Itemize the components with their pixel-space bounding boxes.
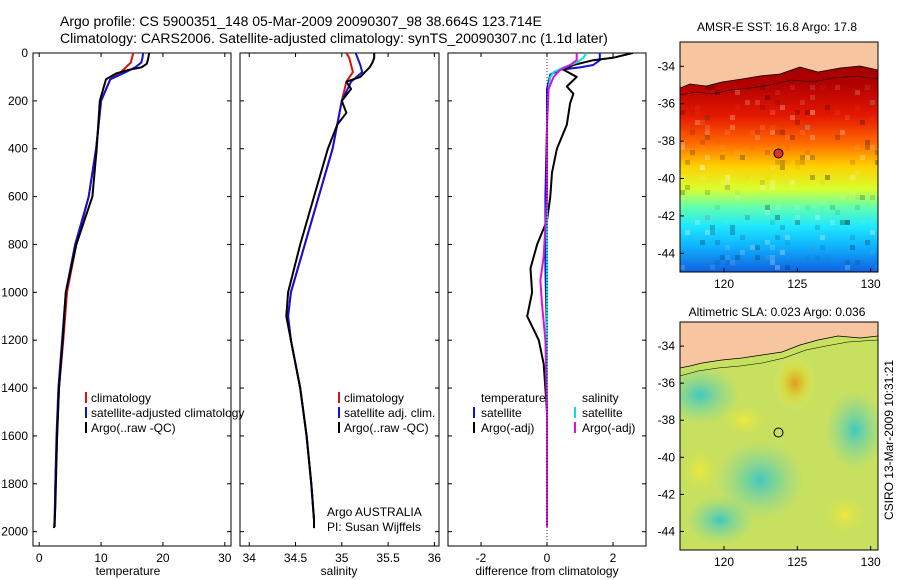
salinity-legend: climatology satellite adj. clim. Argo(..… [327,391,435,534]
map-y-tick-label: -34 [658,339,676,353]
x-tick-label: 10 [94,551,108,565]
x-tick-label: 30 [218,551,232,565]
depth-tick-label: 1600 [1,429,28,443]
series-line-temperature-argo-adj- [526,53,634,527]
difference-legend: temperature satellite Argo(-adj) salinit… [473,391,635,435]
depth-tick-label: 800 [8,237,28,251]
legend-label-sal-satellite: satellite [582,406,623,420]
legend-label-climatology: climatology [91,391,151,405]
depth-tick-label: 1800 [1,477,28,491]
sst-map-ticks: 120 125 130 -34 -36 -38 -40 -42 -44 [658,59,881,291]
map-y-tick-label: -36 [658,97,676,111]
coastline [680,335,878,369]
panel-series-group [285,53,376,529]
depth-tick-label: 2000 [1,525,28,539]
sla-map-title: Altimetric SLA: 0.023 Argo: 0.036 [689,305,866,319]
salinity-axes [239,52,440,547]
sla-map: Altimetric SLA: 0.023 Argo: 0.036 120 125… [658,305,896,569]
depth-tick-label: 200 [8,94,28,108]
sla-map-frame [679,321,879,551]
depth-tick-label: 1400 [1,381,28,395]
argo-float-marker [773,427,784,438]
legend-label-argo: Argo(..raw -QC) [91,421,176,435]
argo-float-marker [773,148,784,159]
map-x-tick-label: 130 [861,277,881,291]
series-line-salinity-argo-adj- [539,53,578,527]
map-x-tick-label: 120 [714,555,734,569]
map-x-tick-label: 120 [714,277,734,291]
temperature-xlabel: temperature [96,564,161,578]
temperature-legend: climatology satellite-adjusted climatolo… [85,391,244,435]
depth-tick-label: 600 [8,190,28,204]
map-y-tick-label: -44 [658,246,676,260]
x-tick-label: 0 [36,551,43,565]
legend-label-satellite: satellite-adjusted climatology [91,406,244,420]
salinity-xlabel: salinity [321,564,358,578]
sst-map-frame [679,41,879,273]
x-tick-label: 35 [335,551,349,565]
sst-map-title: AMSR-E SST: 16.8 Argo: 17.8 [697,20,857,34]
annotation-pi-name: PI: Susan Wijffels [327,520,421,534]
figure-title-line-1: Argo profile: CS 5900351_148 05-Mar-2009… [60,13,542,29]
bathymetry-contour [680,75,878,96]
depth-tick-label: 400 [8,142,28,156]
sst-map: AMSR-E SST: 16.8 Argo: 17.8 120 125 130 -34… [658,20,881,291]
map-y-tick-label: -40 [658,450,676,464]
x-tick-label: 36 [428,551,442,565]
map-x-tick-label: 125 [787,555,807,569]
annotation-argo-australia: Argo AUSTRALIA [327,505,422,519]
series-line-argo-raw-qc- [285,53,376,529]
profile-series [53,53,634,529]
legend-header-temperature: temperature [481,391,546,405]
panel-series-group [526,53,634,527]
map-y-tick-label: -44 [658,524,676,538]
difference-xlabel: difference from climatology [475,564,618,578]
x-tick-label: 34.5 [284,551,308,565]
panel-series-group [53,53,151,529]
map-x-tick-label: 125 [787,277,807,291]
legend-label-temp-argo: Argo(-adj) [481,421,534,435]
legend-label-climatology: climatology [344,391,404,405]
x-tick-label: 2 [610,551,617,565]
map-y-tick-label: -38 [658,134,676,148]
x-tick-label: 35.5 [376,551,400,565]
x-tick-label: 20 [156,551,170,565]
x-tick-label: 34 [243,551,257,565]
map-y-tick-label: -40 [658,172,676,186]
legend-label-argo: Argo(..raw -QC) [344,421,429,435]
csiro-timestamp: CSIRO 13-Mar-2009 10:31:21 [882,360,896,520]
map-y-tick-label: -38 [658,413,676,427]
depth-tick-label: 0 [21,46,28,60]
map-y-tick-label: -42 [658,487,676,501]
temperature-axes [32,52,232,547]
map-y-tick-label: -34 [658,59,676,73]
x-tick-label: -2 [476,551,487,565]
map-y-tick-label: -36 [658,376,676,390]
sla-map-ticks: 120 125 130 -34 -36 -38 -40 -42 -44 [658,339,881,569]
x-tick-label: 0 [544,551,551,565]
map-x-tick-label: 130 [861,555,881,569]
depth-tick-label: 1200 [1,333,28,347]
coastline [680,65,878,89]
land-mask [680,322,878,368]
legend-label-temp-satellite: satellite [481,406,522,420]
legend-header-salinity: salinity [582,391,619,405]
legend-label-satellite: satellite adj. clim. [344,406,435,420]
figure-title-line-2: Climatology: CARS2006. Satellite-adjuste… [60,30,608,46]
series-line-salinity-satellite [546,53,588,527]
legend-label-sal-argo: Argo(-adj) [582,421,635,435]
series-line-argo-raw-qc- [53,53,151,529]
sst-pixel-texture [680,85,878,270]
map-y-tick-label: -42 [658,209,676,223]
bathymetry-contour [680,339,878,377]
land-mask [680,42,878,88]
depth-tick-label: 1000 [1,285,28,299]
